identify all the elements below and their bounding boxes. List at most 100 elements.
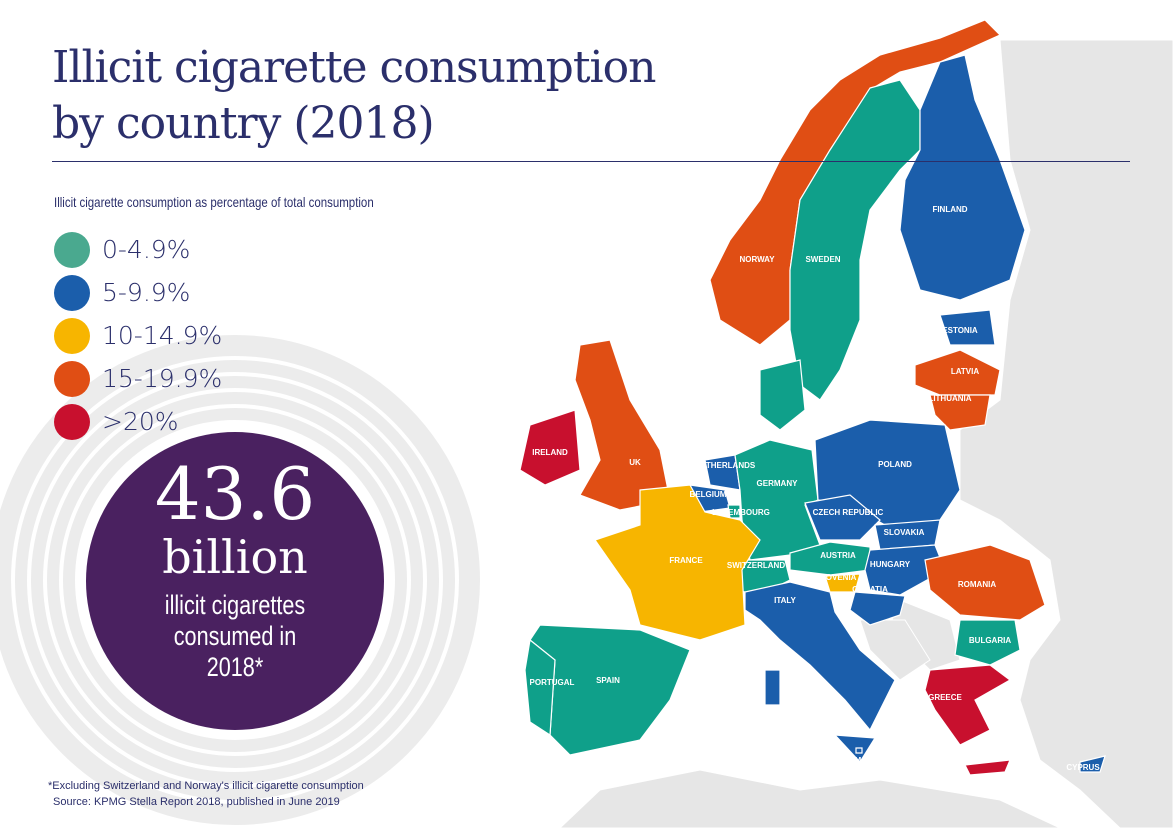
- country-bulgaria: [954, 619, 1021, 666]
- greece-shape: [964, 759, 1011, 776]
- norway-shape: [709, 19, 1002, 346]
- cyprus-shape: [1079, 755, 1106, 773]
- legend-swatch: [54, 231, 90, 268]
- legend-swatch: [54, 403, 90, 440]
- highlight-unit: billion: [162, 530, 308, 584]
- greece-shape: [924, 664, 1012, 746]
- country-greece: [924, 664, 1012, 776]
- country-czech: [804, 494, 881, 541]
- country-romania: [924, 544, 1046, 621]
- land-shape: [859, 619, 931, 681]
- country-label-greece: GREECE: [928, 693, 962, 702]
- denmark-shape: [759, 359, 806, 431]
- country-croatia: [849, 591, 906, 626]
- land-shape: [959, 39, 1173, 828]
- country-label-ireland: IRELAND: [532, 448, 568, 457]
- country-label-slovakia: SLOVAKIA: [884, 528, 925, 537]
- highlight-description: illicit cigarettes consumed in 2018*: [164, 590, 306, 682]
- legend-label: 5-9.9%: [102, 278, 191, 307]
- country-label-austria: AUSTRIA: [820, 551, 856, 560]
- country-label-france: FRANCE: [669, 556, 703, 565]
- country-label-spain: SPAIN: [596, 676, 620, 685]
- uk-shape: [574, 339, 671, 511]
- country-portugal: [524, 638, 556, 737]
- country-label-uk: UK: [629, 458, 641, 467]
- country-label-lithuania: LITHUANIA: [928, 394, 971, 403]
- non-eu-land: [559, 39, 1173, 828]
- legend-heading: Illicit cigarette consumption as percent…: [54, 194, 374, 210]
- romania-shape: [924, 544, 1046, 621]
- country-spain: [529, 624, 691, 756]
- country-label-luxembourg: LUXEMBOURG: [712, 508, 770, 517]
- country-label-switzerland: SWITZERLAND: [727, 561, 785, 570]
- legend-swatch: [54, 360, 90, 397]
- country-cyprus: [1079, 755, 1106, 773]
- legend-label: >20%: [102, 407, 179, 436]
- legend-item: 15-19.9%: [54, 357, 222, 400]
- legend-label: 10-14.9%: [102, 321, 223, 350]
- legend-item: 0-4.9%: [54, 228, 222, 271]
- country-label-sweden: SWEDEN: [805, 255, 840, 264]
- italy-shape: [744, 581, 896, 732]
- latvia-shape: [914, 349, 1001, 396]
- legend: 0-4.9% 5-9.9% 10-14.9% 15-19.9% >20%: [54, 228, 222, 443]
- country-label-italy: ITALY: [774, 596, 796, 605]
- land-shape: [559, 769, 1061, 828]
- country-label-cyprus: CYPRUS: [1066, 763, 1100, 772]
- country-label-bulgaria: BULGARIA: [969, 636, 1011, 645]
- country-label-estonia: ESTONIA: [942, 326, 978, 335]
- country-label-finland: FINLAND: [932, 205, 967, 214]
- country-uk: [574, 339, 671, 511]
- highlight-number: 43.6: [154, 452, 316, 536]
- footnote-note: *Excluding Switzerland and Norway's illi…: [48, 780, 364, 792]
- country-label-romania: ROMANIA: [958, 580, 996, 589]
- czech-shape: [804, 494, 881, 541]
- country-norway: [709, 19, 1002, 346]
- country-label-denmark: DENMARK: [712, 389, 753, 398]
- estonia-shape: [939, 309, 996, 346]
- legend-item: 5-9.9%: [54, 271, 222, 314]
- country-label-hungary: HUNGARY: [870, 560, 911, 569]
- country-label-slovenia: SLOVENIA: [816, 573, 857, 582]
- legend-label: 0-4.9%: [102, 235, 191, 264]
- country-label-latvia: LATVIA: [951, 367, 980, 376]
- country-label-germany: GERMANY: [757, 479, 799, 488]
- country-lithuania: [929, 394, 991, 431]
- bulgaria-shape: [954, 619, 1021, 666]
- legend-label: 15-19.9%: [102, 364, 223, 393]
- page-title: Illicit cigarette consumption by country …: [52, 42, 656, 149]
- finland-shape: [899, 54, 1026, 301]
- highlight-circle: 43.6 billion illicit cigarettes consumed…: [86, 432, 384, 730]
- country-label-malta: MALTA: [855, 756, 882, 765]
- country-malta: [855, 747, 863, 754]
- country-denmark: [759, 359, 806, 431]
- spain-shape: [529, 624, 691, 756]
- country-label-norway: NORWAY: [739, 255, 775, 264]
- country-france: [594, 484, 761, 641]
- country-finland: [899, 54, 1026, 301]
- footnote-source: Source: KPMG Stella Report 2018, publish…: [53, 796, 340, 808]
- country-label-poland: POLAND: [878, 460, 912, 469]
- legend-item: 10-14.9%: [54, 314, 222, 357]
- country-latvia: [914, 349, 1001, 396]
- ireland-shape: [519, 409, 581, 486]
- portugal-shape: [524, 638, 556, 737]
- country-label-belgium: BELGIUM: [690, 490, 727, 499]
- italy-shape: [833, 734, 877, 763]
- legend-swatch: [54, 274, 90, 311]
- france-shape: [594, 484, 761, 641]
- country-label-netherlands: NETHERLANDS: [695, 461, 756, 470]
- title-divider: [52, 161, 1130, 162]
- lithuania-shape: [929, 394, 991, 431]
- croatia-shape: [849, 591, 906, 626]
- luxembourg-shape: [727, 504, 741, 519]
- italy-shape: [764, 669, 781, 706]
- country-ireland: [519, 409, 581, 486]
- country-label-czech: CZECH REPUBLIC: [813, 508, 884, 517]
- malta-shape: [855, 747, 863, 754]
- country-label-portugal: PORTUGAL: [530, 678, 575, 687]
- country-label-croatia: CROATIA: [852, 585, 888, 594]
- country-luxembourg: [727, 504, 741, 519]
